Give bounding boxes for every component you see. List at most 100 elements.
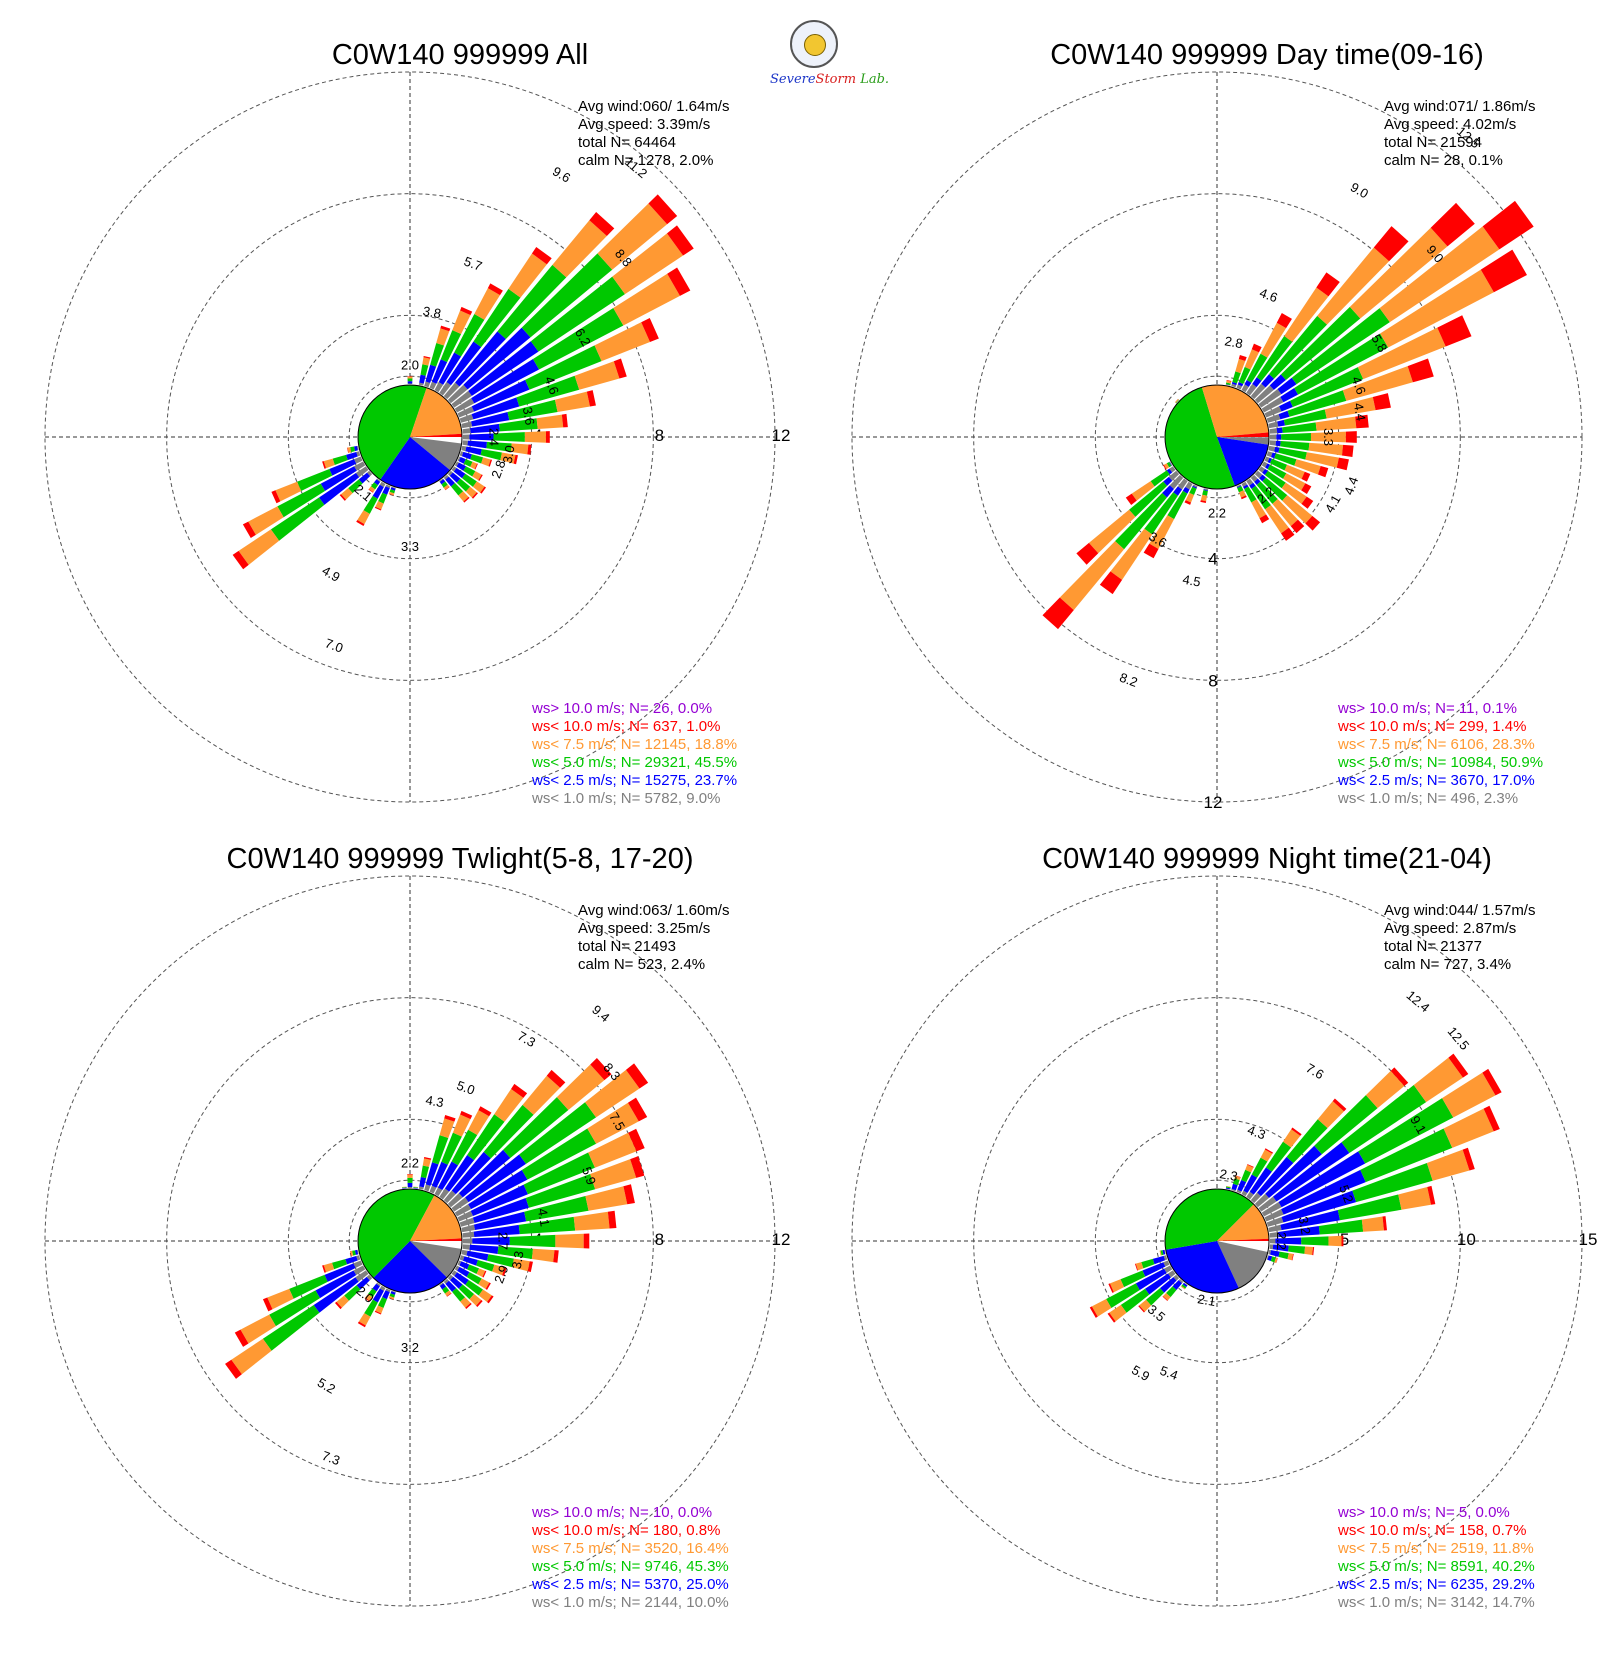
bar-segment [586, 390, 596, 407]
bar-segment [589, 212, 615, 236]
bar-segment [1236, 485, 1242, 488]
bar-segment [1336, 457, 1349, 471]
bar-segment [470, 461, 478, 470]
bar-segment [521, 1128, 597, 1180]
bar-segment [462, 434, 470, 440]
bar-segment [451, 1197, 469, 1212]
bar-segment [1256, 335, 1293, 381]
bar-value-label: 4.4 [1341, 475, 1361, 497]
bar-segment [585, 1186, 628, 1211]
bar-segment [1169, 466, 1176, 473]
bar-segment [1168, 1270, 1176, 1278]
bar-segment [422, 357, 431, 366]
bar-segment [1398, 1187, 1432, 1210]
bar-segment [350, 1250, 354, 1257]
bar-segment [367, 1288, 377, 1298]
wind-rose-panel: C0W140 999999 Twlight(5-8, 17-20)48122.2… [44, 843, 790, 1611]
bar-segment [1107, 1312, 1116, 1323]
bar-segment [356, 1255, 361, 1261]
bar-segment [1269, 428, 1278, 434]
legend-entry: ws< 7.5 m/s; N= 2519, 11.8% [1337, 1540, 1534, 1557]
bar-segment [627, 1097, 648, 1122]
bar-segment [1310, 431, 1346, 443]
bar-segment [1281, 433, 1311, 441]
bar-segment [527, 1261, 533, 1273]
bar-segment [458, 1149, 511, 1198]
ring-label: 12 [1204, 793, 1223, 812]
bar-segment [1236, 384, 1243, 390]
bar-segment [232, 550, 249, 570]
bar-segment [531, 246, 552, 265]
bar-segment [438, 352, 462, 385]
bar-segment [457, 456, 461, 462]
bar-segment [478, 1278, 490, 1289]
bar-segment [1110, 528, 1153, 580]
bar-segment [1231, 381, 1237, 386]
bar-segment [269, 1290, 320, 1327]
bar-segment [1238, 366, 1251, 385]
bar-segment [407, 1187, 413, 1189]
bar-segment [1131, 481, 1155, 501]
bar-segment [1164, 1265, 1173, 1273]
bar-segment [339, 494, 347, 501]
bar-segment [666, 225, 694, 256]
bar-segment [449, 472, 461, 483]
bar-segment [1169, 474, 1184, 490]
bar-segment [1341, 1085, 1427, 1154]
bar-segment [407, 1177, 413, 1183]
bar-segment [1269, 440, 1277, 446]
bar-segment [407, 378, 413, 382]
bar-segment [1183, 1282, 1188, 1286]
bar-segment [524, 431, 546, 443]
bar-segment [1317, 465, 1329, 478]
bar-segment [561, 413, 568, 428]
bar-segment [231, 1338, 272, 1375]
bar-segment [628, 1128, 645, 1152]
bar-segment [536, 414, 564, 429]
bar-segment [431, 1161, 448, 1188]
bar-segment [275, 481, 302, 502]
bar-segment [1261, 374, 1275, 388]
bar-value-label: 2.2 [401, 1156, 419, 1171]
bar-segment [368, 486, 376, 493]
bar-segment [1337, 1194, 1402, 1221]
bar-segment [487, 1295, 494, 1304]
bar-segment [1243, 484, 1249, 490]
pie-slice [410, 433, 462, 437]
legend-entry: ws> 10.0 m/s; N= 11, 0.1% [1337, 700, 1517, 717]
pie-slice [380, 437, 451, 489]
bar-segment [1372, 393, 1391, 411]
bar-value-label: 4.3 [1246, 1122, 1268, 1142]
bar-segment [451, 1129, 478, 1166]
bar-segment [454, 1204, 472, 1217]
bar-segment [555, 1233, 584, 1249]
bar-segment [425, 1162, 439, 1186]
grid-ring [851, 875, 1583, 1607]
bar-segment [1185, 492, 1195, 503]
bar-segment [1324, 396, 1376, 419]
bar-segment [1264, 470, 1286, 489]
ring-label: 8 [655, 1230, 664, 1249]
bar-segment [1099, 571, 1123, 595]
bar-segment [1145, 1273, 1171, 1295]
stats-line: Avg speed: 4.02m/s [1384, 116, 1516, 133]
bar-segment [447, 1274, 454, 1281]
bar-segment [1152, 1255, 1166, 1265]
pie-slice [410, 1241, 462, 1278]
bar-segment [507, 399, 558, 421]
bar-segment [419, 1176, 427, 1188]
bar-value-label: 2.7 [496, 1232, 511, 1250]
bar-segment [358, 1313, 371, 1326]
bar-segment [1278, 1225, 1320, 1238]
bar-segment [388, 493, 394, 496]
bar-segment [1361, 1216, 1384, 1232]
bar-segment [1109, 1279, 1125, 1293]
bar-segment [366, 470, 373, 477]
bar-segment [1345, 431, 1357, 443]
bar-segment [478, 1106, 492, 1117]
bar-segment [488, 459, 493, 467]
bar-segment [1272, 499, 1298, 527]
pie-slice [358, 384, 427, 480]
bar-segment [1258, 1196, 1277, 1212]
bar-segment [667, 267, 691, 296]
